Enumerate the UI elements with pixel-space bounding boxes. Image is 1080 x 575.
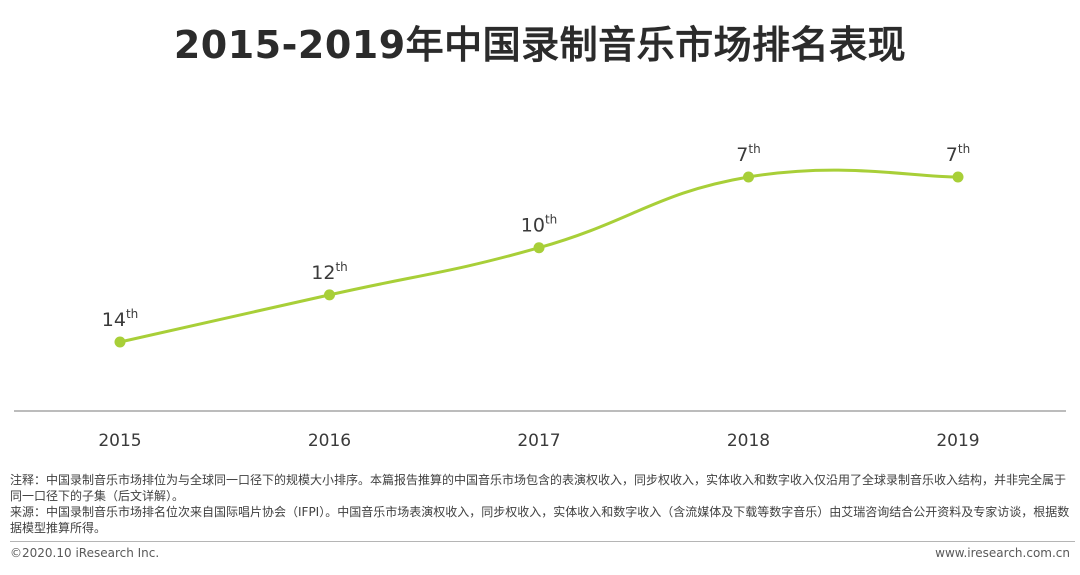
data-label-2018: 7th [736,142,760,166]
data-point-2016 [324,289,335,301]
x-tick-label-2017: 2017 [517,431,560,451]
footer-divider [10,541,1075,542]
data-label-2017: 10th [521,213,558,237]
note-text: 注释：中国录制音乐市场排位为与全球同一口径下的规模大小排序。本篇报告推算的中国音… [10,473,1067,503]
site-url: www.iresearch.com.cn [935,546,1070,560]
data-label-2016: 12th [311,260,348,284]
data-point-2019 [952,171,964,183]
x-tick-label-2019: 2019 [936,431,979,451]
source-text: 来源：中国录制音乐市场排名位次来自国际唱片协会（IFPI）。中国音乐市场表演权收… [10,505,1070,535]
x-tick-label-2018: 2018 [727,431,770,451]
data-point-2015 [114,336,126,348]
x-tick-label-2015: 2015 [98,431,141,451]
notes-block: 注释：中国录制音乐市场排位为与全球同一口径下的规模大小排序。本篇报告推算的中国音… [10,472,1075,536]
chart-title: 2015-2019年中国录制音乐市场排名表现 [173,23,907,67]
copyright-text: ©2020.10 iResearch Inc. [10,546,160,560]
rank-series-line [119,168,959,344]
line-chart: 14th 12th 10th 7th 7th 2015 2016 2017 2018 2019 [14,142,1066,451]
x-tick-label-2016: 2016 [308,431,351,451]
data-label-2019: 7th [946,142,970,166]
data-label-2015: 14th [102,307,139,331]
data-point-2018 [743,171,754,183]
data-point-2017 [533,242,545,254]
